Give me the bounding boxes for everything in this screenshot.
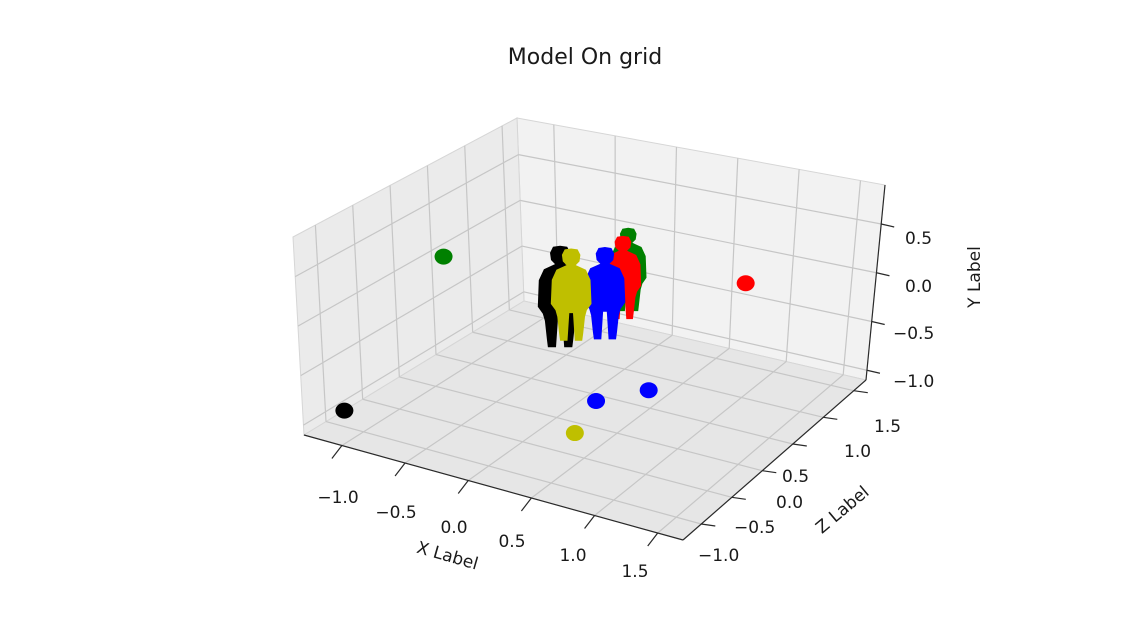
x-tick-label: −1.0: [317, 488, 358, 508]
z-grid-line: [352, 205, 364, 400]
z-tick-label: 0.0: [776, 493, 803, 513]
z-grid-line: [472, 331, 824, 418]
x-tick-label: 0.0: [440, 518, 467, 538]
x-grid-line: [594, 361, 787, 516]
tick-marks: [331, 223, 895, 547]
data-point: [639, 382, 658, 399]
axis-lines: [303, 184, 886, 541]
x-tick-mark: [520, 497, 532, 512]
y-tick-label: −0.5: [893, 324, 934, 344]
y-grid-line: [518, 154, 882, 225]
y-tick-label: 0.5: [905, 229, 932, 249]
z-grid-line: [501, 125, 510, 310]
z-tick-label: −0.5: [734, 518, 775, 538]
x-tick-mark: [457, 480, 469, 494]
z-tick-label: 1.5: [874, 417, 901, 437]
x-tick-label: 1.0: [559, 546, 586, 566]
x-grid-line: [842, 180, 862, 375]
z-grid-line: [464, 145, 474, 333]
y-tick-label: −1.0: [893, 372, 934, 392]
x-grid-line: [657, 374, 844, 534]
z-tick-mark: [823, 416, 838, 420]
z-axis-line: [682, 379, 867, 541]
x-grid-line: [404, 321, 616, 464]
z-tick-mark: [762, 470, 777, 474]
z-tick-mark: [853, 390, 868, 394]
z-tick-label: −1.0: [698, 546, 739, 566]
data-point: [736, 275, 755, 292]
data-marks: [335, 227, 755, 442]
x-grid-line: [341, 308, 559, 447]
z-grid-line: [362, 398, 732, 498]
y-grid-line: [520, 199, 877, 274]
z-grid-line: [426, 165, 437, 355]
z-grid-line: [314, 225, 327, 422]
x-grid-line: [467, 334, 673, 481]
x-axis-label: X Label: [414, 538, 480, 575]
y-tick-mark: [866, 369, 881, 374]
y-grid-line: [294, 154, 519, 278]
data-point: [587, 392, 606, 409]
z-grid-line: [389, 185, 400, 377]
z-tick-label: 1.0: [844, 442, 871, 462]
y-grid-line: [521, 245, 872, 323]
y-tick-mark: [876, 272, 890, 277]
data-point: [565, 425, 584, 442]
x-grid-line: [728, 158, 739, 349]
data-figure: [550, 248, 592, 341]
z-grid-line: [399, 376, 763, 472]
x-tick-label: −0.5: [375, 503, 416, 523]
z-tick-mark: [701, 523, 716, 527]
z-tick-mark: [731, 496, 746, 500]
z-grid-line: [435, 354, 793, 445]
y-tick-mark: [881, 223, 895, 228]
x-tick-mark: [584, 515, 596, 529]
x-tick-mark: [331, 445, 343, 459]
x-grid-line: [531, 347, 730, 499]
z-tick-label: 0.5: [782, 467, 809, 487]
z-grid-line: [325, 421, 702, 525]
data-figure: [584, 247, 626, 340]
y-axis-label: Y Label: [965, 246, 985, 309]
y-grid-line: [297, 199, 521, 327]
x-axis-line: [303, 434, 684, 541]
x-tick-label: 1.5: [621, 562, 648, 582]
x-tick-label: 0.5: [498, 532, 525, 552]
z-tick-mark: [792, 443, 807, 447]
y-grid-line: [303, 291, 524, 426]
data-point: [434, 248, 453, 265]
y-tick-label: 0.0: [905, 277, 932, 297]
data-point: [335, 402, 354, 419]
x-tick-mark: [647, 532, 659, 547]
x-tick-mark: [394, 462, 406, 477]
grid-lines: [294, 124, 882, 534]
x-grid-line: [671, 147, 678, 336]
y-grid-line: [300, 245, 523, 377]
x-grid-line: [785, 169, 800, 362]
y-tick-mark: [871, 320, 885, 326]
y-axis-line: [865, 184, 886, 381]
z-axis-label: Z Label: [812, 482, 873, 538]
chart-title: Model On grid: [508, 45, 662, 70]
